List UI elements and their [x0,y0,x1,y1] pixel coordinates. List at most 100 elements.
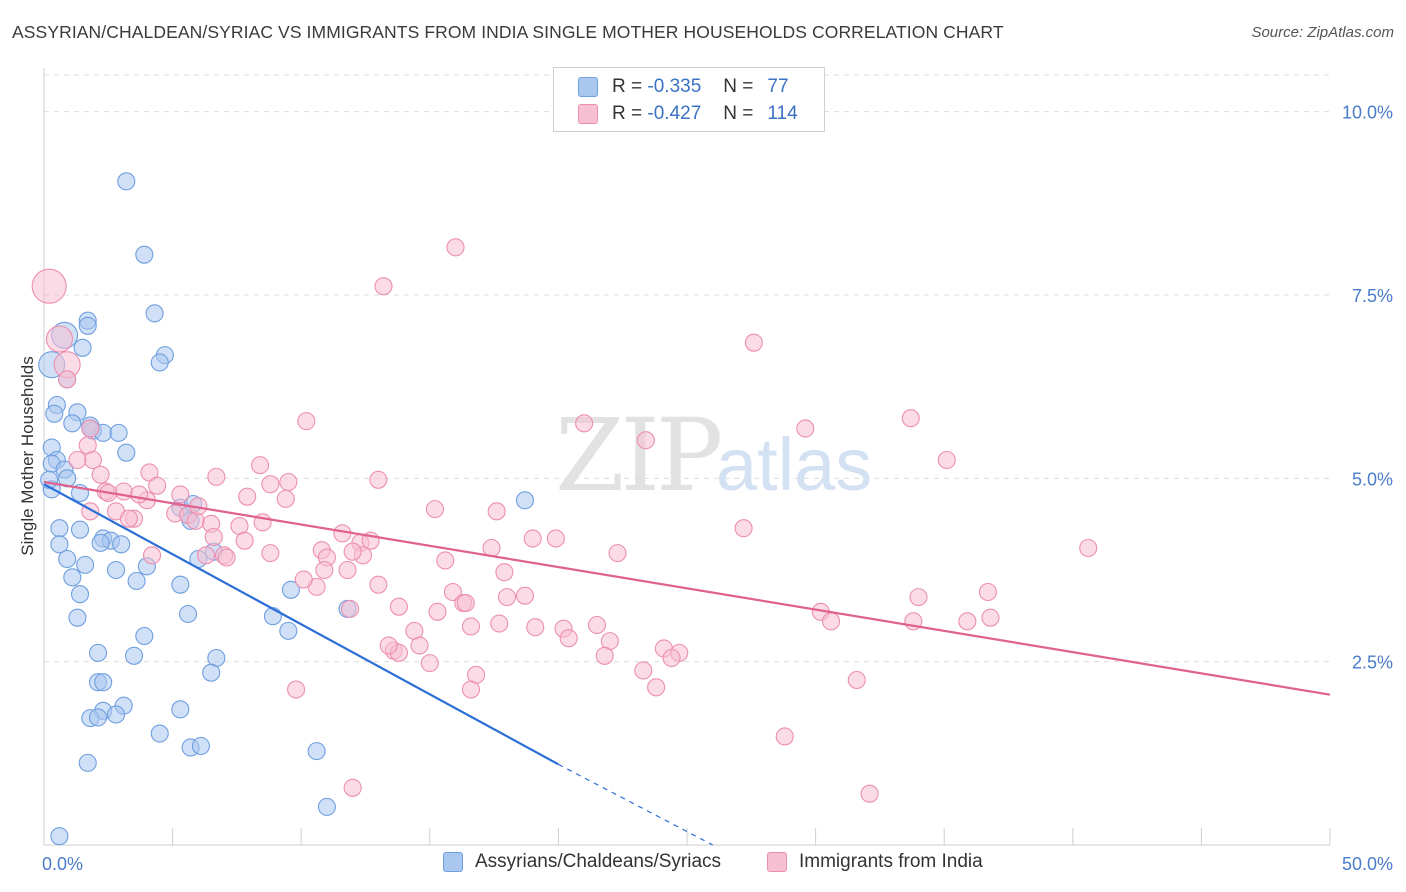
india-point [374,277,393,296]
y-tick-label: 10.0% [1342,103,1393,123]
legend-r-value: -0.335 [647,76,702,97]
india-point [343,542,362,561]
legend-n-value: 77 [767,76,789,97]
assyrian-point [109,423,128,442]
assyrian-point [124,646,144,665]
assyrian-point [171,575,190,594]
india-point [171,485,190,504]
india-point [821,612,841,631]
india-point [341,599,360,618]
assyrian-point [50,535,69,554]
assyrian-point [263,607,282,626]
india-point [981,608,1000,627]
india-point [428,602,447,621]
india-point [379,636,398,655]
assyrian-point [73,338,92,357]
india-point [315,560,334,580]
assyrian-point [112,535,131,554]
assyrian-point [88,708,108,727]
assyrian-point [78,316,97,335]
india-point [909,588,928,607]
chart-title: ASSYRIAN/CHALDEAN/SYRIAC VS IMMIGRANTS F… [12,22,1004,42]
assyrian-point [88,643,108,662]
india-point [217,548,236,567]
assyrian-point [127,571,146,591]
assyrian-point [78,753,97,772]
india-point [662,648,681,668]
assyrian-point [145,304,164,323]
assyrian-point [150,724,169,743]
assyrian-point [202,663,221,682]
legend-n-label: N = [723,76,754,97]
legend-item-label: Immigrants from India [799,851,983,872]
india-point [775,727,794,746]
india-point [847,670,866,690]
watermark-zip: ZIP [555,397,720,514]
india-point [287,680,306,699]
india-point [744,333,763,352]
india-point [595,646,614,665]
india-point [204,527,223,547]
blue-swatch-icon [443,852,463,872]
india-point [238,487,257,506]
india-point [389,597,408,616]
india-point [587,615,607,635]
india-point [436,551,455,570]
india-point [410,636,429,655]
india-point [369,575,388,594]
pink-swatch-icon [578,104,598,124]
assyrian-trend-extension [558,763,713,846]
india-point [487,502,506,521]
india-point [276,489,295,508]
india-point [497,588,517,607]
assyrian-point [106,705,126,724]
india-point [338,560,357,580]
india-point [369,470,388,489]
legend-item-label: Assyrians/Chaldeans/Syriacs [475,851,722,872]
assyrian-point [117,443,136,462]
india-point [1079,538,1098,558]
india-point [634,661,653,680]
india-point [495,563,514,582]
legend-item-assyrian[interactable]: Assyrians/Chaldeans/Syriacs [443,851,721,873]
assyrian-point [117,172,136,191]
assyrian-point [307,742,326,761]
india-point [91,465,110,484]
assyrian-point [94,673,113,692]
india-point [608,544,627,563]
india-point [119,509,138,528]
india-point [958,612,977,631]
india-point [45,325,73,353]
india-point [901,409,920,428]
legend-r-label: R = [612,76,643,97]
india-point [142,546,162,565]
assyrian-point [76,555,95,574]
legend-row-assyrian: R = -0.335 N = 77 [578,75,789,99]
india-point [937,450,956,470]
assyrian-point [70,585,90,604]
india-point [250,456,270,475]
x-tick-label-min: 0.0% [42,854,83,874]
assyrian-point [178,604,198,624]
assyrian-point [515,491,535,510]
assyrian-point [171,700,190,719]
india-point [526,618,545,637]
legend-item-india[interactable]: Immigrants from India [767,851,983,873]
series-legend: Assyrians/Chaldeans/Syriacs Immigrants f… [0,851,1406,877]
india-point [461,680,481,699]
india-point [443,582,462,602]
india-point [559,629,578,648]
x-tick-label-max: 50.0% [1342,854,1393,874]
india-point [58,370,77,389]
assyrian-point [317,797,336,816]
india-point [446,238,465,257]
india-point [279,472,298,492]
legend-n-value: 114 [767,103,798,124]
india-point [68,450,87,470]
assyrian-point [279,621,298,640]
pink-swatch-icon [767,852,787,872]
assyrian-point [281,580,300,599]
blue-swatch-icon [578,77,598,97]
india-point [235,531,254,550]
